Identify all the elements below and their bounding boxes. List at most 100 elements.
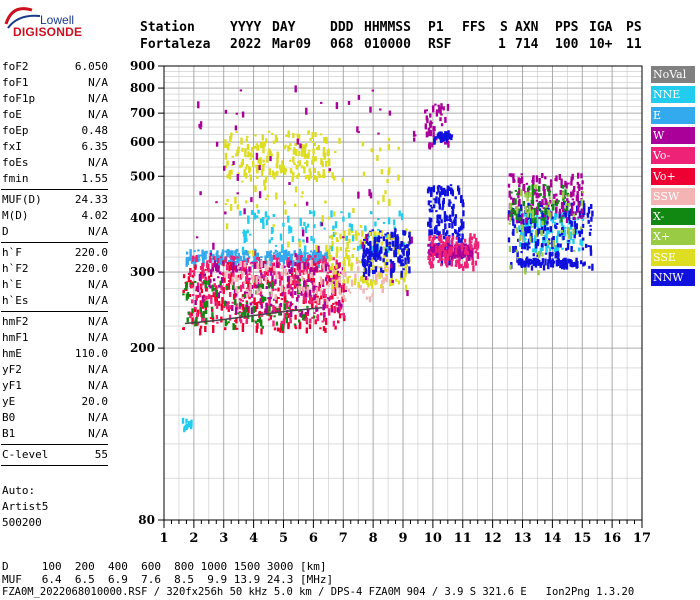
data-point: [270, 265, 274, 272]
parameter-row: foE N/A: [2, 107, 108, 123]
data-point: [384, 269, 387, 272]
data-point: [306, 223, 310, 228]
data-point: [386, 246, 390, 253]
data-point: [225, 283, 229, 286]
data-point: [198, 273, 202, 281]
data-point: [331, 295, 334, 300]
data-point: [246, 229, 249, 234]
data-point: [535, 189, 538, 192]
data-point: [308, 324, 312, 330]
data-point: [231, 265, 235, 273]
data-point: [239, 165, 242, 168]
data-point: [578, 211, 582, 218]
data-point: [321, 161, 324, 168]
data-point: [217, 276, 220, 279]
data-point: [441, 241, 444, 244]
data-point: [437, 214, 440, 218]
data-point: [454, 248, 458, 255]
data-point: [327, 148, 330, 156]
data-point: [241, 303, 245, 310]
data-point: [215, 285, 218, 290]
data-point: [361, 141, 365, 147]
x-tick-label: 5: [279, 531, 288, 546]
data-point: [214, 301, 217, 304]
data-point: [259, 298, 262, 303]
data-point: [529, 258, 532, 262]
header-value: 010000: [364, 37, 411, 52]
data-point: [336, 296, 339, 299]
data-point: [202, 270, 205, 276]
data-point: [449, 184, 453, 187]
data-point: [512, 178, 515, 181]
data-point: [405, 261, 408, 268]
data-point: [520, 173, 523, 176]
data-point: [242, 231, 245, 234]
parameter-row: D N/A: [2, 224, 108, 240]
data-point: [368, 260, 371, 263]
data-point: [442, 254, 446, 257]
data-point: [581, 180, 584, 185]
data-point: [315, 175, 318, 182]
data-point: [286, 272, 289, 275]
data-point: [303, 151, 307, 158]
data-point: [245, 138, 248, 143]
data-point: [519, 235, 522, 241]
data-point: [325, 244, 328, 252]
data-point: [268, 312, 271, 317]
data-point: [247, 255, 251, 259]
data-point: [228, 174, 231, 177]
data-point: [274, 172, 278, 175]
data-point: [320, 101, 323, 104]
data-point: [442, 133, 445, 141]
ionogram-chart: 1 2 3 4 5 6 7 8 9 10 11 12 13 14 15 16 17802003004005006…: [130, 59, 651, 546]
data-point: [212, 242, 215, 250]
data-point: [469, 233, 472, 240]
data-point: [215, 289, 218, 296]
data-point: [429, 204, 432, 207]
data-point: [520, 176, 524, 184]
data-point: [316, 308, 319, 312]
data-point: [323, 315, 326, 322]
data-point: [276, 151, 279, 159]
data-point: [329, 295, 332, 298]
data-point: [250, 274, 254, 280]
header-value: 714: [515, 37, 539, 52]
y-tick-label: 200: [130, 341, 155, 355]
data-point: [400, 241, 403, 244]
data-point: [201, 275, 204, 279]
data-point: [311, 159, 314, 165]
data-point: [244, 231, 247, 239]
data-point: [510, 213, 513, 217]
header-label: IGA: [589, 20, 613, 35]
data-point: [436, 214, 439, 222]
data-point: [366, 260, 369, 267]
data-point: [342, 283, 346, 285]
data-point: [510, 191, 513, 194]
data-point: [437, 197, 441, 205]
data-point: [350, 223, 353, 231]
data-point: [401, 262, 405, 265]
data-point: [347, 250, 350, 252]
data-point: [187, 311, 190, 315]
data-point: [331, 284, 334, 289]
data-point: [250, 263, 254, 266]
data-point: [312, 315, 316, 319]
data-point: [568, 240, 571, 244]
data-point: [557, 200, 560, 203]
data-point: [218, 271, 222, 275]
data-point: [460, 218, 463, 223]
data-point: [332, 272, 336, 280]
parameter-name: yF2: [2, 363, 22, 376]
data-point: [327, 171, 331, 174]
data-point: [528, 185, 531, 191]
parameter-name: foE: [2, 108, 22, 121]
data-point: [370, 211, 373, 215]
data-point: [335, 264, 338, 269]
data-point: [563, 233, 567, 237]
data-point: [368, 189, 371, 197]
data-point: [241, 252, 245, 255]
data-point: [298, 257, 301, 264]
data-point: [373, 240, 376, 248]
x-tick-label: 2: [189, 531, 198, 546]
data-point: [236, 255, 239, 263]
